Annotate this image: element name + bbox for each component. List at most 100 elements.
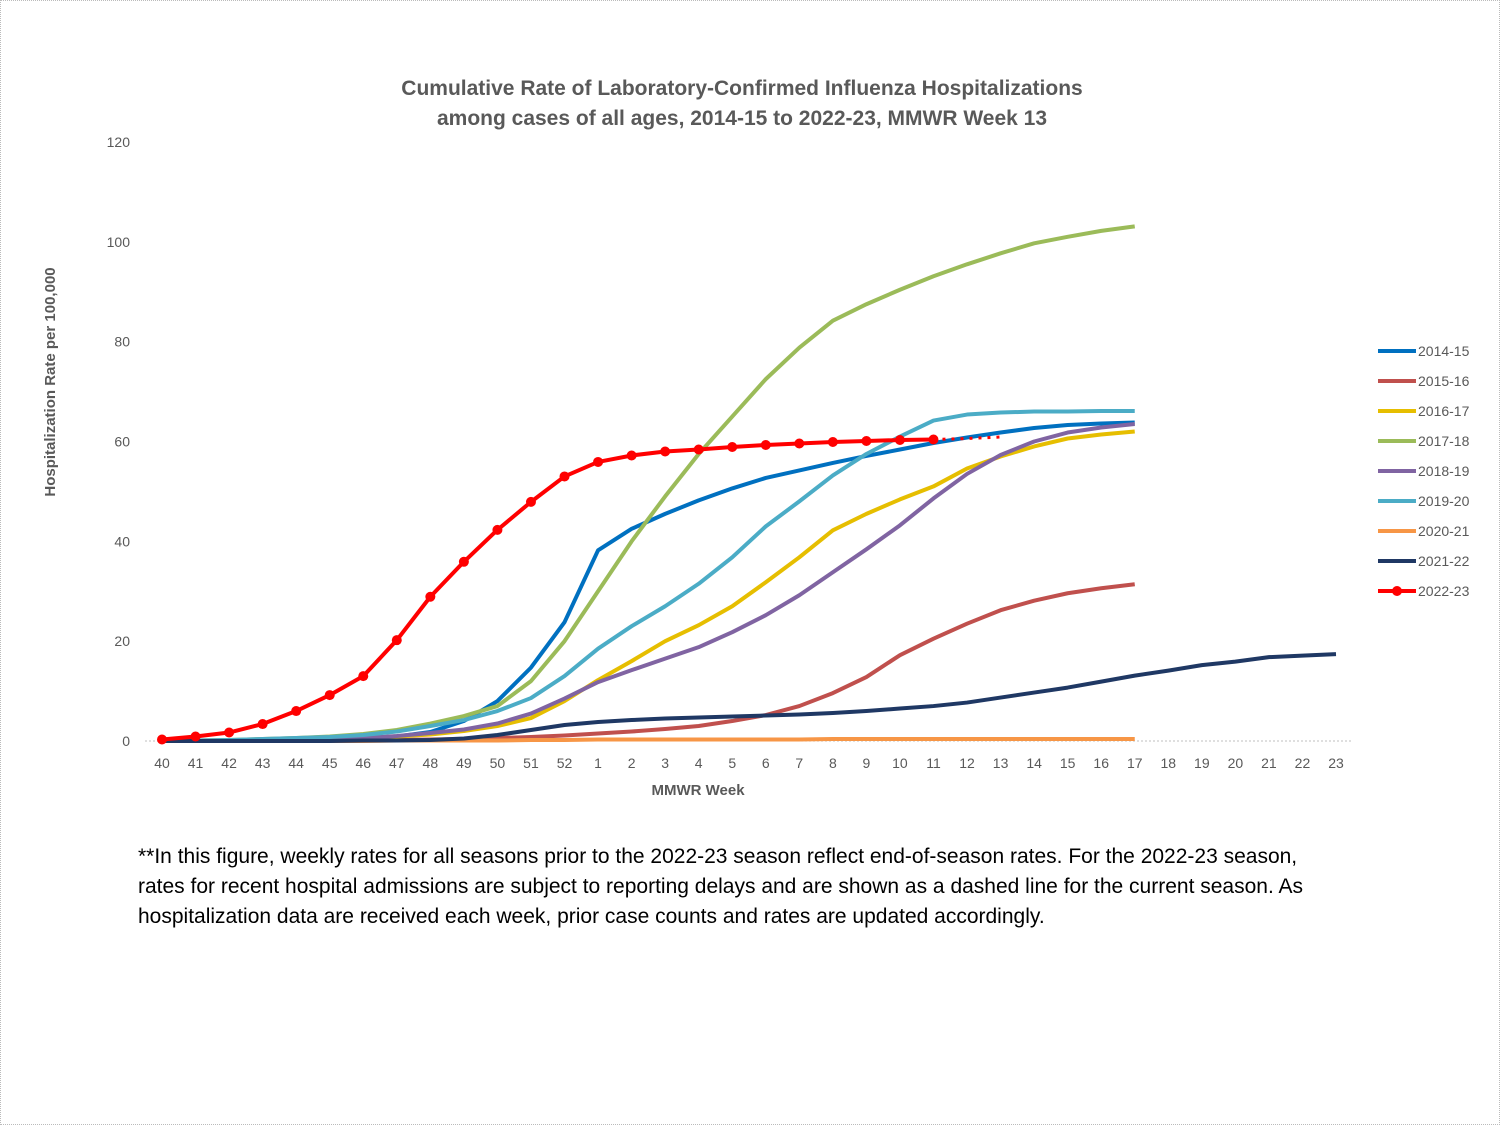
x-tick-label: 15	[1060, 755, 1076, 771]
x-tick-label: 40	[154, 755, 170, 771]
y-tick-label: 100	[107, 234, 131, 250]
y-tick-label: 120	[107, 134, 131, 150]
legend-label: 2019-20	[1418, 493, 1470, 509]
data-point	[559, 471, 570, 482]
series-line	[162, 422, 1135, 743]
data-point	[291, 706, 302, 717]
x-tick-label: 50	[490, 755, 506, 771]
line-chart: Cumulative Rate of Laboratory-Confirmed …	[42, 77, 1470, 799]
series-line	[162, 429, 1135, 743]
x-tick-label: 13	[993, 755, 1009, 771]
x-tick-label: 12	[959, 755, 975, 771]
series-2014-15	[162, 420, 1135, 743]
data-point	[358, 671, 369, 682]
chart-title-line-2: among cases of all ages, 2014-15 to 2022…	[437, 107, 1047, 130]
series-2018-19	[162, 422, 1135, 743]
data-point	[190, 731, 201, 742]
data-point	[794, 438, 805, 449]
x-tick-label: 46	[355, 755, 371, 771]
x-tick-label: 43	[255, 755, 271, 771]
x-tick-label: 41	[188, 755, 204, 771]
legend-label: 2020-21	[1418, 523, 1470, 539]
chart-title-line-1: Cumulative Rate of Laboratory-Confirmed …	[401, 77, 1082, 100]
footnote-line: **In this figure, weekly rates for all s…	[138, 845, 1298, 868]
legend-label: 2022-23	[1418, 583, 1470, 599]
data-point	[861, 436, 872, 447]
data-point	[458, 556, 469, 567]
x-tick-label: 44	[288, 755, 304, 771]
legend-item-2015-16: 2015-16	[1378, 373, 1470, 389]
x-tick-label: 16	[1093, 755, 1109, 771]
legend-item-2022-23: 2022-23	[1378, 583, 1470, 599]
x-tick-label: 10	[892, 755, 908, 771]
legend-item-2017-18: 2017-18	[1378, 433, 1470, 449]
series-2021-22	[162, 652, 1337, 743]
x-tick-label: 47	[389, 755, 405, 771]
series-line	[161, 437, 934, 742]
x-tick-label: 22	[1295, 755, 1311, 771]
legend-item-2016-17: 2016-17	[1378, 403, 1470, 419]
y-axis-label: Hospitalization Rate per 100,000	[42, 267, 59, 496]
x-tick-label: 5	[728, 755, 736, 771]
footnote: **In this figure, weekly rates for all s…	[138, 842, 1418, 932]
data-point	[157, 734, 167, 745]
legend-item-2019-20: 2019-20	[1378, 493, 1470, 509]
y-tick-label: 60	[114, 434, 130, 450]
data-point	[492, 524, 503, 535]
legend-label: 2021-22	[1418, 553, 1470, 569]
data-point	[827, 436, 838, 447]
series-line	[162, 652, 1337, 743]
legend-item-2020-21: 2020-21	[1378, 523, 1470, 539]
footnote-line: hospitalization data are received each w…	[138, 905, 1045, 928]
footnote-line: rates for recent hospital admissions are…	[138, 875, 1303, 898]
series-dashed-line	[933, 435, 1001, 442]
legend-label: 2016-17	[1418, 403, 1470, 419]
x-tick-label: 19	[1194, 755, 1210, 771]
x-tick-label: 48	[423, 755, 439, 771]
x-tick-label: 51	[523, 755, 539, 771]
x-tick-label: 1	[594, 755, 602, 771]
data-point	[727, 441, 738, 452]
x-tick-label: 20	[1228, 755, 1244, 771]
y-tick-label: 40	[114, 533, 130, 549]
series-2022-23	[157, 434, 1001, 745]
data-point	[593, 456, 604, 467]
x-tick-label: 45	[322, 755, 338, 771]
data-point	[693, 444, 704, 455]
legend-item-2018-19: 2018-19	[1378, 463, 1470, 479]
x-tick-label: 21	[1261, 755, 1277, 771]
y-tick-label: 0	[122, 733, 130, 749]
x-axis-label: MMWR Week	[651, 782, 745, 799]
data-point	[928, 434, 939, 445]
x-tick-label: 11	[926, 755, 941, 771]
data-point	[626, 450, 637, 461]
x-tick-label: 17	[1127, 755, 1143, 771]
data-point	[257, 719, 268, 730]
data-point	[894, 435, 905, 446]
x-tick-label: 7	[795, 755, 803, 771]
data-point	[391, 635, 402, 646]
series-line	[162, 420, 1135, 743]
x-tick-label: 42	[221, 755, 237, 771]
legend-item-2014-15: 2014-15	[1378, 343, 1470, 359]
series-2019-20	[161, 409, 1135, 743]
x-tick-label: 8	[829, 755, 837, 771]
x-tick-label: 9	[863, 755, 871, 771]
data-point	[525, 496, 536, 507]
x-tick-label: 4	[695, 755, 703, 771]
x-tick-label: 14	[1026, 755, 1042, 771]
y-tick-label: 80	[114, 334, 130, 350]
data-point	[425, 591, 436, 602]
x-tick-label: 3	[661, 755, 669, 771]
data-point	[224, 727, 235, 738]
legend-label: 2018-19	[1418, 463, 1470, 479]
legend-item-2021-22: 2021-22	[1378, 553, 1470, 569]
legend-label: 2014-15	[1418, 343, 1470, 359]
x-tick-label: 23	[1328, 755, 1344, 771]
data-point	[324, 690, 335, 701]
data-point	[760, 439, 771, 450]
x-tick-label: 2	[628, 755, 636, 771]
legend-marker	[1392, 586, 1402, 596]
x-tick-label: 6	[762, 755, 770, 771]
legend-label: 2015-16	[1418, 373, 1470, 389]
